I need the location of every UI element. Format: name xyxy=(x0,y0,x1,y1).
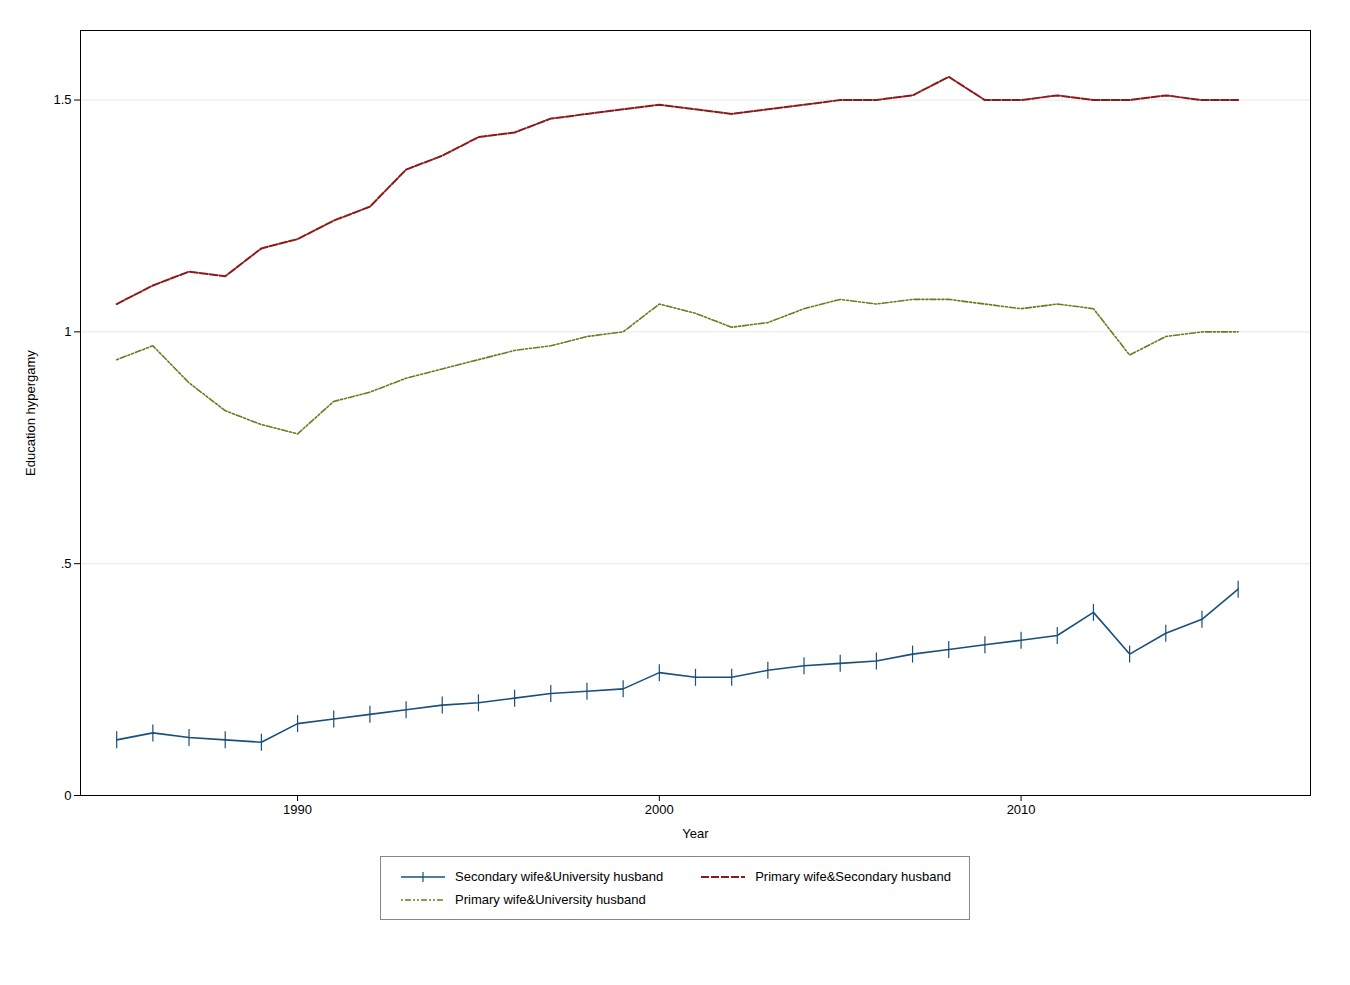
svg-text:1.5: 1.5 xyxy=(53,92,71,107)
svg-text:0: 0 xyxy=(64,788,71,803)
html-text:Primary wife&University husban: Primary wife&University husband xyxy=(455,892,646,907)
svg-text:Education hypergamy: Education hypergamy xyxy=(23,350,38,476)
svg-text:2010: 2010 xyxy=(1007,802,1036,817)
html-text:Secondary wife&University husb: Secondary wife&University husband xyxy=(455,869,664,884)
svg-text:Year: Year xyxy=(682,826,709,841)
svg-text:1990: 1990 xyxy=(283,802,312,817)
svg-text:1: 1 xyxy=(64,324,71,339)
svg-text:2000: 2000 xyxy=(645,802,674,817)
html-text:Primary wife&Secondary husband: Primary wife&Secondary husband xyxy=(755,869,951,884)
svg-text:.5: .5 xyxy=(61,556,72,571)
